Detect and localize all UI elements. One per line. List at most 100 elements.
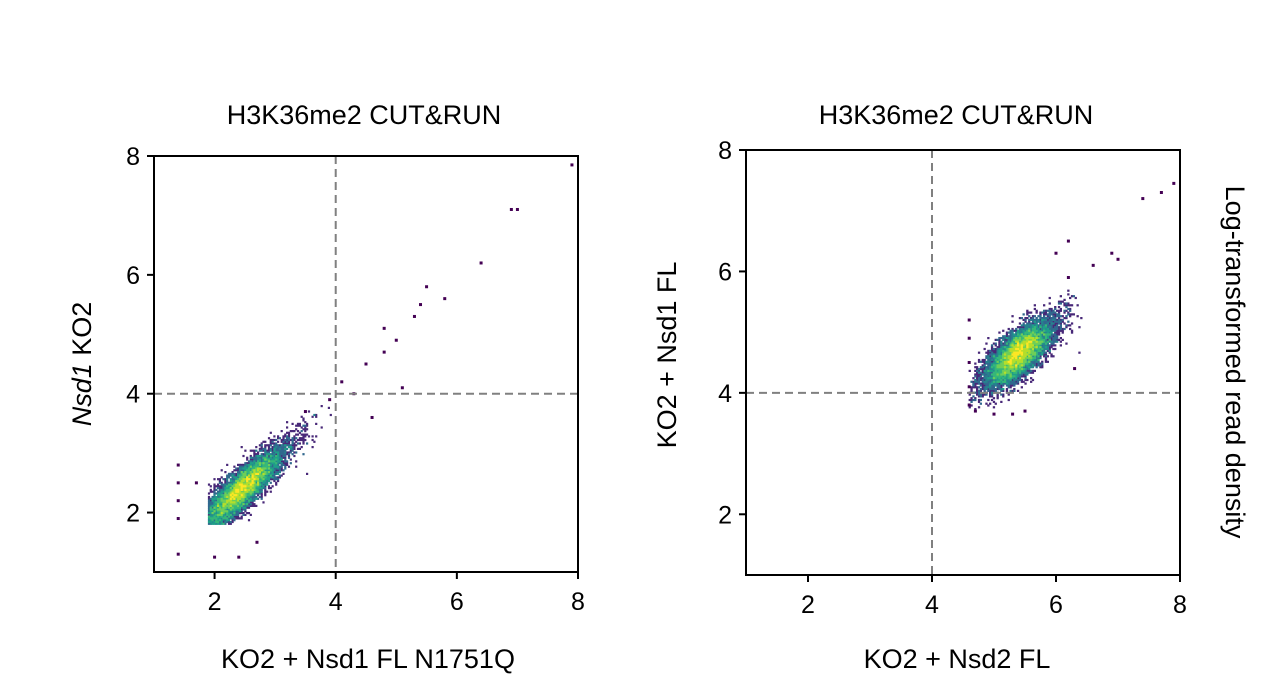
density-bin bbox=[1018, 327, 1022, 331]
density-bin bbox=[1003, 351, 1007, 354]
density-bin bbox=[304, 435, 307, 438]
density-bin bbox=[253, 474, 256, 477]
density-bin bbox=[229, 479, 232, 483]
density-bin bbox=[251, 472, 254, 475]
density-bin bbox=[996, 358, 999, 362]
density-bin bbox=[227, 495, 231, 499]
density-bin bbox=[233, 515, 236, 518]
density-bin bbox=[1031, 327, 1035, 331]
density-bin bbox=[286, 435, 289, 438]
density-bin bbox=[231, 474, 234, 477]
density-bin bbox=[1052, 347, 1055, 351]
density-bin bbox=[979, 366, 982, 369]
density-bin bbox=[1043, 311, 1046, 314]
density-bin bbox=[231, 495, 234, 499]
density-bin bbox=[207, 501, 211, 504]
density-bin bbox=[247, 492, 251, 495]
density-bin bbox=[994, 373, 997, 376]
density-bin bbox=[224, 478, 227, 481]
density-bin bbox=[987, 369, 990, 372]
density-bin bbox=[1007, 358, 1010, 362]
density-bin bbox=[992, 377, 996, 380]
density-bin bbox=[1028, 324, 1031, 327]
density-bin bbox=[237, 504, 240, 507]
density-bin bbox=[273, 472, 276, 475]
density-bin bbox=[226, 495, 229, 499]
density-bin bbox=[240, 492, 243, 495]
density-bin bbox=[1022, 340, 1025, 343]
density-bin bbox=[1003, 378, 1007, 382]
density-bin bbox=[224, 522, 227, 525]
density-bin bbox=[1016, 347, 1020, 351]
density-bin bbox=[266, 478, 269, 481]
density-bin bbox=[1009, 371, 1012, 374]
density-bin bbox=[242, 492, 245, 495]
density-bin bbox=[220, 497, 223, 500]
density-bin bbox=[220, 481, 223, 484]
density-bin bbox=[1024, 377, 1027, 380]
density-bin bbox=[293, 430, 296, 433]
density-bin bbox=[255, 453, 258, 456]
density-bin bbox=[992, 360, 996, 363]
density-bin bbox=[996, 395, 999, 398]
density-bin bbox=[267, 469, 271, 472]
density-bin bbox=[1050, 333, 1053, 336]
density-bin bbox=[1043, 333, 1046, 336]
density-bin bbox=[258, 456, 261, 459]
outlier-point bbox=[328, 398, 332, 402]
density-bin bbox=[244, 467, 247, 470]
density-bin bbox=[235, 492, 238, 495]
density-bin bbox=[207, 483, 211, 486]
density-bin bbox=[291, 444, 294, 447]
density-bin bbox=[211, 519, 214, 522]
density-bin bbox=[1035, 318, 1038, 321]
density-bin bbox=[1044, 346, 1048, 349]
density-bin bbox=[1043, 351, 1046, 354]
density-bin bbox=[1002, 347, 1005, 351]
density-bin bbox=[217, 499, 220, 502]
density-bin bbox=[222, 495, 225, 499]
density-bin bbox=[1041, 342, 1044, 345]
density-bin bbox=[235, 485, 238, 488]
density-bin bbox=[1024, 331, 1027, 334]
density-bin bbox=[1000, 371, 1003, 374]
density-bin bbox=[286, 440, 289, 443]
density-bin bbox=[266, 476, 269, 479]
density-bin bbox=[251, 504, 254, 507]
density-bin bbox=[246, 474, 249, 477]
density-bin bbox=[235, 481, 238, 484]
density-bin bbox=[1050, 322, 1053, 325]
density-bin bbox=[1031, 324, 1035, 327]
density-bin bbox=[275, 444, 278, 447]
density-bin bbox=[249, 481, 252, 484]
density-bin bbox=[275, 469, 278, 472]
density-bin bbox=[1026, 313, 1029, 316]
density-bin bbox=[278, 451, 281, 454]
density-bin bbox=[306, 428, 309, 431]
density-bin bbox=[1067, 320, 1070, 323]
density-bin bbox=[260, 467, 263, 470]
density-bin bbox=[277, 471, 280, 474]
density-bin bbox=[237, 494, 240, 497]
density-bin bbox=[275, 442, 278, 445]
density-bin bbox=[1003, 335, 1007, 338]
density-bin bbox=[246, 456, 249, 459]
density-bin bbox=[998, 368, 1001, 371]
outlier-point bbox=[973, 409, 977, 413]
density-bin bbox=[1057, 338, 1061, 341]
density-bin bbox=[1059, 302, 1062, 305]
density-bin bbox=[1000, 358, 1003, 362]
density-bin bbox=[977, 371, 981, 374]
density-bin bbox=[1005, 331, 1009, 334]
density-bin bbox=[253, 462, 256, 465]
density-bin bbox=[233, 517, 236, 520]
density-bin bbox=[1050, 346, 1053, 349]
density-bin bbox=[266, 451, 269, 454]
density-bin bbox=[1041, 324, 1044, 327]
density-bin bbox=[249, 467, 252, 470]
density-bin bbox=[1044, 329, 1048, 332]
density-bin bbox=[227, 520, 231, 524]
density-bin bbox=[1035, 362, 1038, 365]
density-bin bbox=[1015, 368, 1018, 371]
density-bin bbox=[258, 474, 261, 477]
